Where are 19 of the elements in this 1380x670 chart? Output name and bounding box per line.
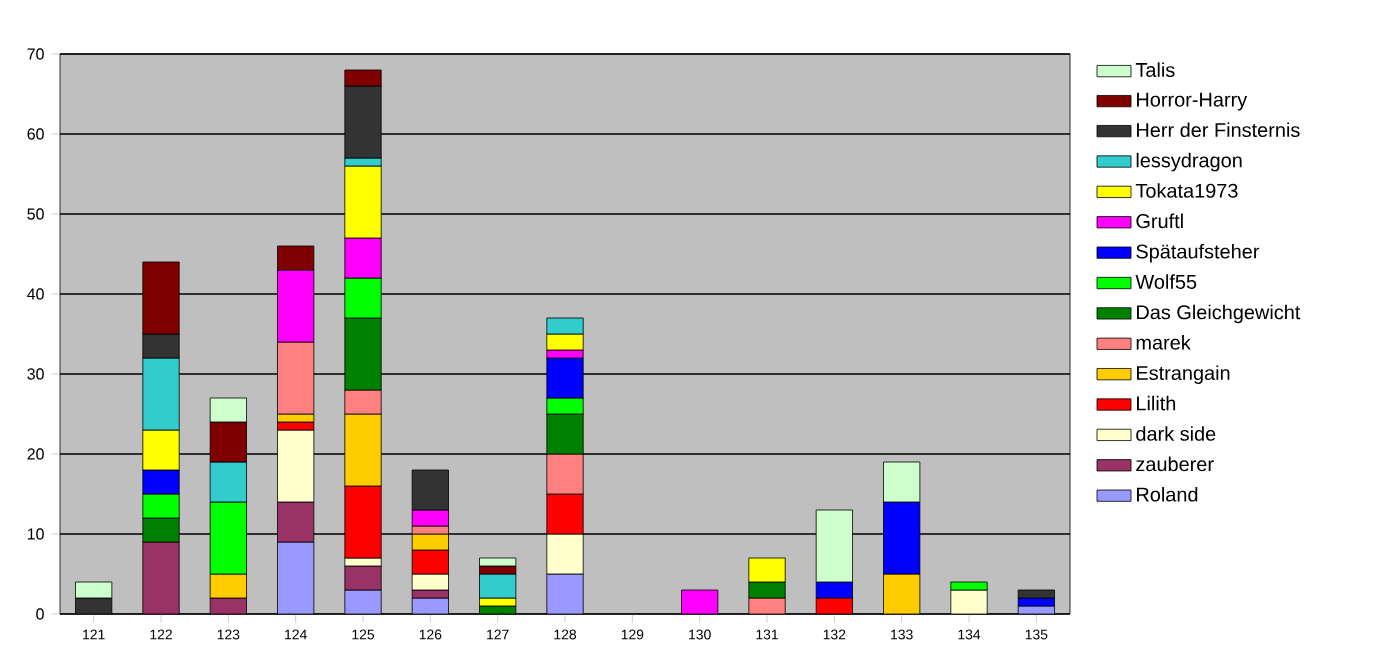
legend-label: Tokata1973 <box>1135 183 1238 198</box>
legend-label: zauberer <box>1136 456 1214 472</box>
legend-label: Lilith <box>1137 395 1176 411</box>
legend-label: lessydragon <box>1136 152 1242 172</box>
legend-label: Estrangain <box>1137 365 1230 384</box>
bar <box>1017 597 1055 607</box>
bar <box>1017 589 1055 599</box>
legend-label: Wolf55 <box>1135 274 1197 289</box>
legend-label: Herr der Finsternis <box>1137 122 1300 138</box>
legend-label: Gruftl <box>1136 213 1183 229</box>
bar <box>479 557 517 567</box>
bar <box>479 573 517 599</box>
legend-label: marek <box>1136 335 1191 350</box>
legend-label: Spätaufsteher <box>1136 243 1260 263</box>
legend-label: dark side <box>1136 426 1216 441</box>
legend-label: Roland <box>1137 486 1198 502</box>
legend-label: Talis <box>1135 62 1175 78</box>
legend-label: Das Gleichgewicht <box>1137 304 1301 324</box>
legend-label: Horror-Harry <box>1137 92 1248 111</box>
